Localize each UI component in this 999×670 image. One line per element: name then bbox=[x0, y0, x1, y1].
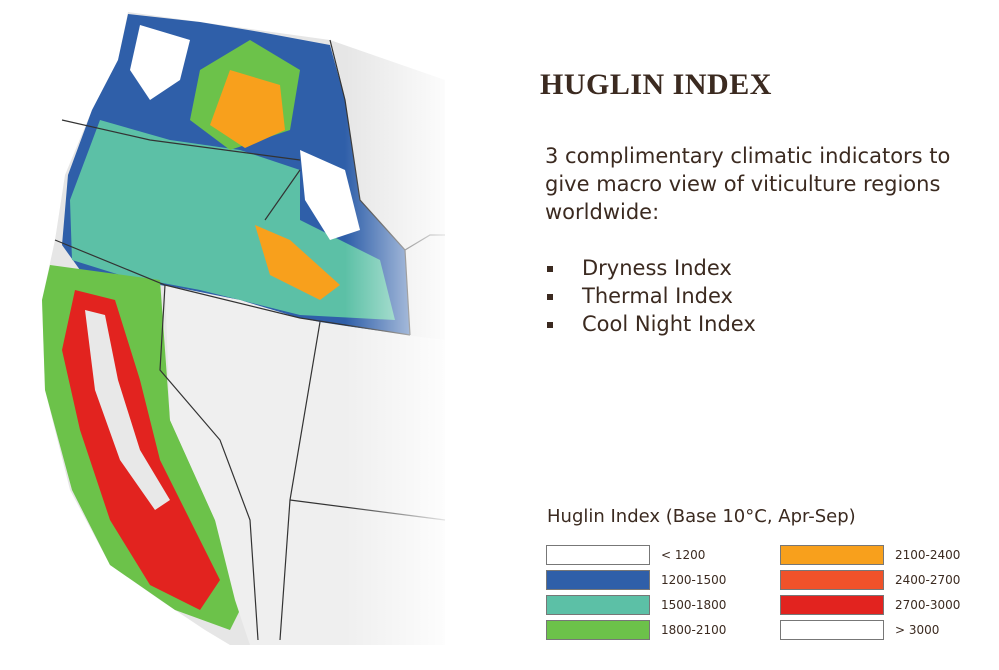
legend-swatch bbox=[546, 545, 650, 565]
legend-item: < 1200 bbox=[546, 545, 705, 565]
legend-label: 1500-1800 bbox=[661, 598, 727, 612]
legend-label: < 1200 bbox=[661, 548, 706, 562]
legend-item: 2700-3000 bbox=[780, 595, 960, 615]
legend-swatch bbox=[780, 570, 884, 590]
climate-map bbox=[0, 0, 460, 670]
legend-item: > 3000 bbox=[780, 620, 939, 640]
bullet-item: Dryness Index bbox=[545, 254, 756, 282]
legend-swatch bbox=[780, 545, 884, 565]
legend-item: 1200-1500 bbox=[546, 570, 726, 590]
legend-swatch bbox=[546, 570, 650, 590]
map-fade bbox=[0, 0, 460, 670]
legend-label: 2700-3000 bbox=[895, 598, 961, 612]
legend-item: 2100-2400 bbox=[780, 545, 960, 565]
intro-text: 3 complimentary climatic indicators to g… bbox=[545, 144, 951, 224]
legend-item: 1500-1800 bbox=[546, 595, 726, 615]
legend-swatch bbox=[780, 595, 884, 615]
legend-label: 1800-2100 bbox=[661, 623, 727, 637]
legend-swatch bbox=[780, 620, 884, 640]
legend-swatch bbox=[546, 620, 650, 640]
bullet-item: Cool Night Index bbox=[545, 310, 756, 338]
legend-title: Huglin Index (Base 10°C, Apr-Sep) bbox=[547, 506, 856, 527]
legend-label: > 3000 bbox=[895, 623, 940, 637]
legend-swatch bbox=[546, 595, 650, 615]
bullet-list: Dryness Index Thermal Index Cool Night Ind… bbox=[545, 254, 756, 338]
title: HUGLIN INDEX bbox=[540, 68, 772, 101]
legend-label: 2400-2700 bbox=[895, 573, 961, 587]
legend-label: 2100-2400 bbox=[895, 548, 961, 562]
bullet-item: Thermal Index bbox=[545, 282, 756, 310]
legend-item: 2400-2700 bbox=[780, 570, 960, 590]
legend-item: 1800-2100 bbox=[546, 620, 726, 640]
legend-label: 1200-1500 bbox=[661, 573, 727, 587]
